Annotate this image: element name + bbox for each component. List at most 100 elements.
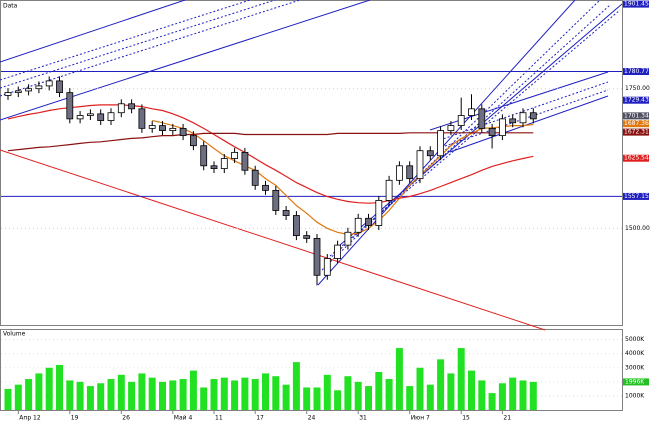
- candle-body: [478, 108, 486, 129]
- candle-body: [25, 88, 33, 92]
- price-tag: [623, 0, 649, 8]
- volume-bar: [117, 374, 125, 410]
- price-tag: [623, 68, 649, 76]
- candle-body: [107, 112, 115, 121]
- candle-body: [262, 184, 269, 191]
- volume-bar: [148, 377, 156, 410]
- candle-body: [241, 151, 249, 171]
- candle-body: [231, 151, 239, 159]
- volume-bar: [241, 377, 249, 410]
- panel-label: Volume: [3, 331, 26, 338]
- trend-line: [449, 95, 609, 153]
- x-tick-label: Апр 12: [19, 415, 41, 422]
- volume-bar: [56, 364, 63, 410]
- price-tag-label: 1557.15: [624, 193, 649, 200]
- candle-body: [334, 244, 342, 259]
- candle-body: [498, 118, 506, 137]
- candle-body: [97, 113, 105, 121]
- price-tag: [623, 96, 649, 104]
- price-tag-label: 1729.43: [624, 97, 649, 104]
- volume-bar: [45, 367, 53, 410]
- x-tick-label: Май 4: [174, 415, 193, 422]
- candle-body: [45, 80, 53, 87]
- candle-body: [169, 127, 177, 132]
- trend-line: [0, 0, 186, 63]
- volume-bar: [76, 381, 84, 410]
- moving-average: [7, 104, 534, 204]
- price-tag: [623, 120, 649, 128]
- volume-bar: [210, 379, 218, 410]
- price-tag-label: 1701.34: [624, 112, 649, 119]
- y-tick-label: 5000K: [625, 336, 645, 343]
- volume-bar: [468, 370, 475, 410]
- candle-body: [220, 158, 228, 169]
- candle-body: [354, 217, 362, 233]
- candle-body: [66, 92, 74, 120]
- candle-body: [323, 258, 331, 276]
- candle-body: [519, 112, 527, 124]
- y-tick-label: 1750.00: [625, 85, 650, 92]
- x-tick-label: 24: [308, 415, 316, 422]
- x-tick-label: 15: [462, 415, 470, 422]
- volume-bar: [406, 386, 414, 410]
- moving-average: [152, 119, 534, 236]
- candle-body: [385, 179, 393, 201]
- candle-body: [210, 165, 218, 169]
- volume-bar: [303, 387, 311, 410]
- trend-line: [0, 149, 546, 331]
- candle-body: [416, 150, 424, 180]
- volume-bar: [282, 384, 290, 410]
- volume-bar: [189, 370, 197, 410]
- x-tick-label: 26: [122, 415, 130, 422]
- y-tick-label: 1000K: [625, 392, 645, 399]
- candle-body: [529, 112, 537, 120]
- volume-tag: [623, 378, 649, 386]
- volume-bar: [519, 380, 527, 410]
- volume-bar: [375, 372, 383, 410]
- price-tag: [623, 112, 649, 120]
- volume-bar: [272, 376, 280, 410]
- price-tag: [623, 192, 649, 200]
- volume-bar: [179, 379, 187, 410]
- volume-bar: [488, 393, 496, 410]
- volume-bar: [159, 381, 166, 410]
- volume-bar: [200, 387, 208, 410]
- y-tick-label: 1500.00: [625, 225, 650, 232]
- trend-line: [444, 89, 609, 147]
- candle-body: [292, 215, 300, 237]
- trend-line: [0, 0, 301, 97]
- price-tag-label: 1625.54: [624, 155, 649, 162]
- candle-body: [457, 115, 465, 126]
- candle-body: [313, 238, 321, 276]
- volume-bar: [25, 379, 33, 410]
- candle-body: [138, 108, 146, 129]
- candle-body: [200, 145, 208, 167]
- volume-bar: [509, 377, 517, 410]
- volume-bar: [334, 390, 342, 410]
- candle-body: [4, 92, 12, 96]
- candle-body: [437, 130, 445, 157]
- candle-body: [56, 80, 63, 94]
- candle-body: [87, 113, 94, 116]
- volume-bar: [437, 359, 445, 410]
- volume-bar: [313, 387, 321, 410]
- candle-body: [303, 235, 311, 239]
- volume-bar: [416, 367, 424, 410]
- candle-body: [272, 189, 280, 211]
- trend-line: [329, 9, 621, 257]
- volume-bar: [457, 348, 465, 410]
- trend-line: [439, 81, 609, 141]
- price-tag: [623, 128, 649, 136]
- candle-body: [447, 125, 455, 131]
- price-tag-label: 1901.45: [624, 1, 649, 8]
- candle-body: [282, 210, 290, 216]
- volume-bar: [251, 379, 259, 410]
- volume-bar: [385, 379, 393, 410]
- volume-bar: [395, 348, 403, 410]
- candle-body: [375, 200, 383, 226]
- x-tick-label: 21: [503, 415, 511, 422]
- volume-bar: [478, 380, 486, 410]
- volume-bar: [107, 379, 115, 410]
- candle-body: [426, 150, 434, 157]
- price-panel: [0, 0, 623, 326]
